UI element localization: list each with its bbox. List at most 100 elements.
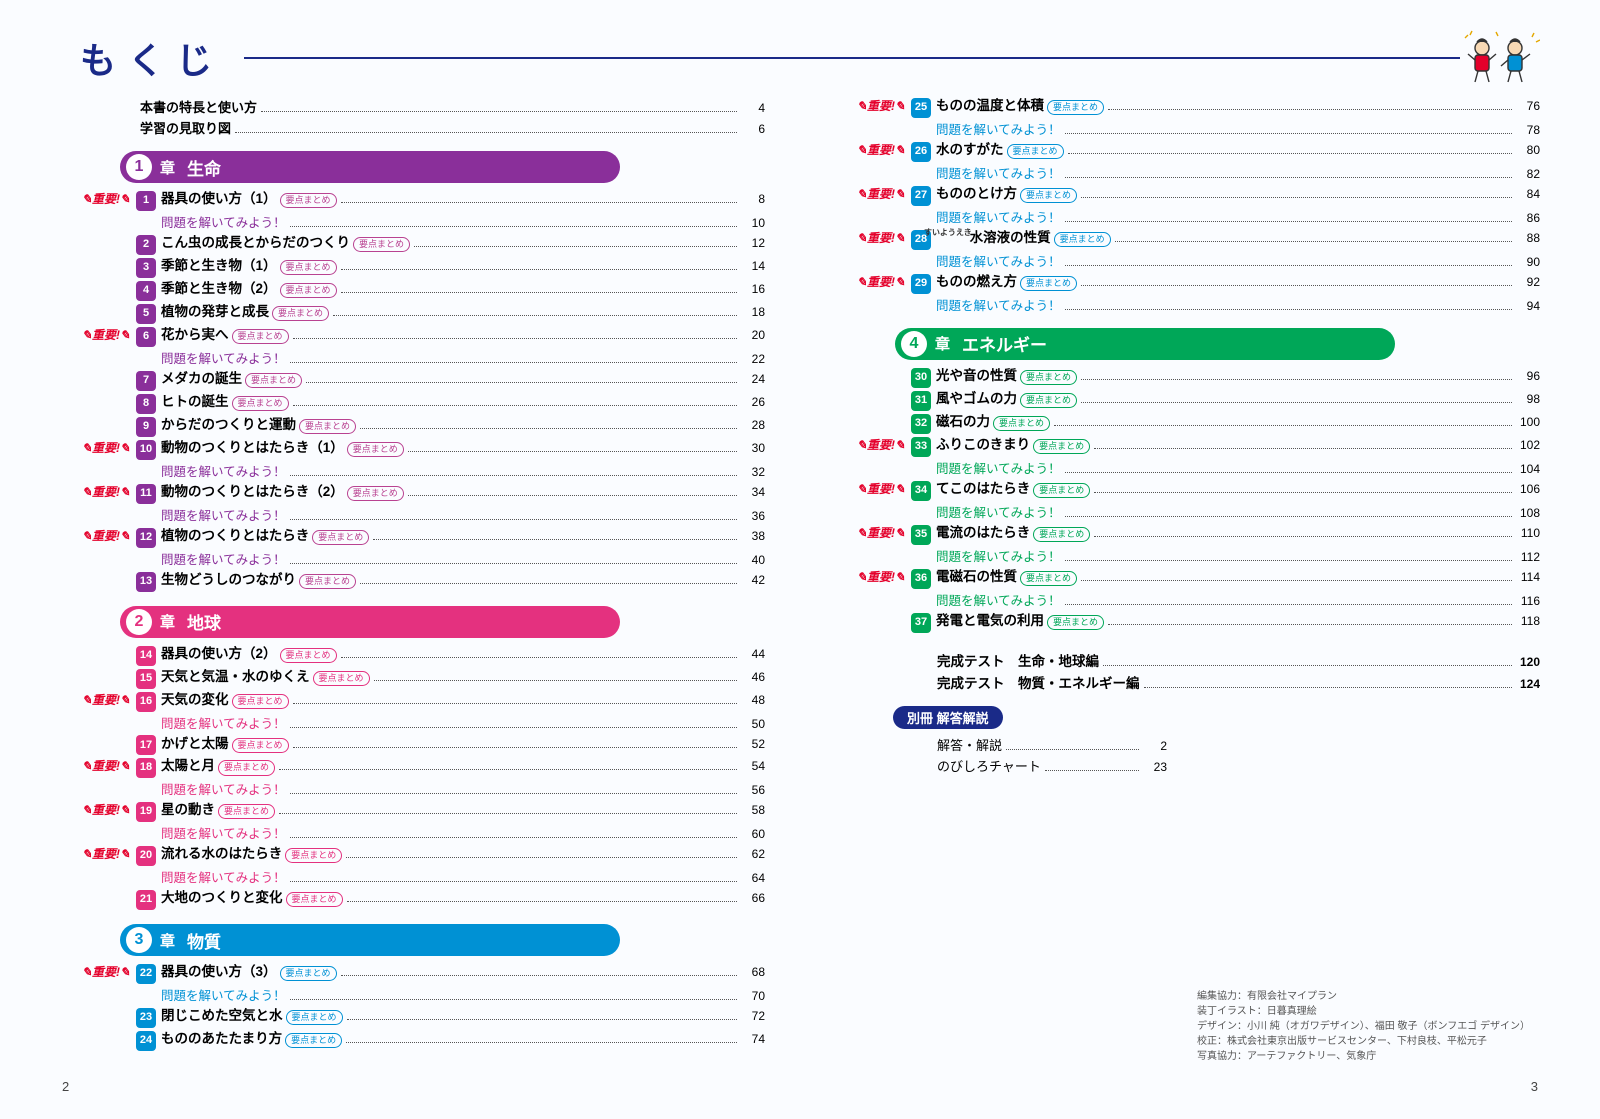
summary-badge: 要点まとめ <box>245 373 302 388</box>
summary-badge: 要点まとめ <box>1020 370 1077 385</box>
appendix-label: 解答・解説 <box>937 735 1002 754</box>
credit-line: 編集協力：有限会社マイプラン <box>1197 989 1530 1004</box>
summary-badge: 要点まとめ <box>286 892 343 907</box>
lesson-number: 11 <box>136 484 156 504</box>
lesson-number: 21 <box>136 890 156 910</box>
summary-badge: 要点まとめ <box>232 738 289 753</box>
summary-badge: 要点まとめ <box>1054 232 1111 247</box>
page-number: 6 <box>741 122 765 136</box>
summary-badge: 要点まとめ <box>1020 393 1077 408</box>
credit-line: デザイン：小川 純（オガワデザイン）、福田 敬子（ボンフエゴ デザイン） <box>1197 1019 1530 1034</box>
lesson-number: 12 <box>136 528 156 548</box>
summary-badge: 要点まとめ <box>286 1010 343 1025</box>
lesson-number: 15 <box>136 669 156 689</box>
summary-badge: 要点まとめ <box>232 329 289 344</box>
summary-badge: 要点まとめ <box>280 283 337 298</box>
chapter-header: 1章生命 <box>120 151 620 183</box>
lesson-title: 電磁石の性質 <box>936 567 1017 587</box>
summary-badge: 要点まとめ <box>1020 188 1077 203</box>
summary-badge: 要点まとめ <box>1033 483 1090 498</box>
practice-label: 問題を解いてみよう！ <box>936 207 1061 226</box>
page-number: 40 <box>741 553 765 567</box>
page-number: 94 <box>1516 299 1540 313</box>
chapter-kanji: 章 <box>160 611 175 632</box>
important-flag: ✎重要!✎ <box>82 803 130 817</box>
page-number: 66 <box>741 890 765 907</box>
page-number: 28 <box>741 417 765 434</box>
summary-badge: 要点まとめ <box>347 442 404 457</box>
page-number: 96 <box>1516 368 1540 385</box>
lesson-number: 3 <box>136 258 156 278</box>
chapter-number: 4 <box>901 331 927 357</box>
lesson-title: 閉じこめた空気と水 <box>161 1006 283 1026</box>
summary-badge: 要点まとめ <box>347 486 404 501</box>
lesson-title: 電流のはたらき <box>936 523 1030 543</box>
page-number: 110 <box>1516 525 1540 542</box>
important-flag: ✎重要!✎ <box>857 482 905 496</box>
lesson-title: 季節と生き物（1） <box>161 256 277 276</box>
page-number: 2 <box>1143 739 1167 753</box>
page-number: 20 <box>741 327 765 344</box>
chapter-number: 3 <box>126 927 152 953</box>
test-label: 完成テスト 物質・エネルギー編 <box>937 672 1140 692</box>
summary-badge: 要点まとめ <box>218 804 275 819</box>
page-number: 68 <box>741 964 765 981</box>
practice-label: 問題を解いてみよう！ <box>936 119 1061 138</box>
lesson-number: 10 <box>136 440 156 460</box>
summary-badge: 要点まとめ <box>280 193 337 208</box>
practice-label: 問題を解いてみよう！ <box>936 546 1061 565</box>
practice-label: 問題を解いてみよう！ <box>936 163 1061 182</box>
lesson-number: 19 <box>136 802 156 822</box>
lesson-title: ものの燃え方 <box>936 272 1017 292</box>
important-flag: ✎重要!✎ <box>82 529 130 543</box>
lesson-title: 動物のつくりとはたらき（2） <box>161 482 344 502</box>
lesson-number: 27 <box>911 186 931 206</box>
page-number-left: 2 <box>62 1079 69 1094</box>
lesson-title: 水のすがた <box>936 140 1004 160</box>
important-flag: ✎重要!✎ <box>857 570 905 584</box>
lesson-title: 生物どうしのつながり <box>161 570 296 590</box>
summary-badge: 要点まとめ <box>285 848 342 863</box>
lesson-title: 天気と気温・水のゆくえ <box>161 667 310 687</box>
page-number: 30 <box>741 440 765 457</box>
lesson-title: 季節と生き物（2） <box>161 279 277 299</box>
summary-badge: 要点まとめ <box>1033 439 1090 454</box>
lesson-number: 1 <box>136 191 156 211</box>
chapter-header: 4章エネルギー <box>895 328 1395 360</box>
lesson-title: ヒトの誕生 <box>161 392 229 412</box>
lesson-number: 14 <box>136 646 156 666</box>
chapter-name: 物質 <box>187 928 221 953</box>
important-flag: ✎重要!✎ <box>857 526 905 540</box>
important-flag: ✎重要!✎ <box>82 485 130 499</box>
summary-badge: 要点まとめ <box>1020 571 1077 586</box>
important-flag: ✎重要!✎ <box>857 438 905 452</box>
page-number: 74 <box>741 1031 765 1048</box>
page-number: 23 <box>1143 760 1167 774</box>
page-number: 104 <box>1516 462 1540 476</box>
page-number: 88 <box>1516 230 1540 247</box>
page-number: 50 <box>741 717 765 731</box>
practice-label: 問題を解いてみよう！ <box>936 502 1061 521</box>
practice-label: 問題を解いてみよう！ <box>161 867 286 886</box>
page-title: もくじ <box>80 32 224 84</box>
lesson-number: 37 <box>911 613 931 633</box>
credit-line: 写真協力：アーテファクトリー、気象庁 <box>1197 1049 1530 1064</box>
practice-label: 問題を解いてみよう！ <box>161 348 286 367</box>
lesson-title: 器具の使い方（2） <box>161 644 277 664</box>
lesson-number: 26 <box>911 142 931 162</box>
summary-badge: 要点まとめ <box>1007 144 1064 159</box>
page-number: 124 <box>1516 677 1540 691</box>
lesson-title: 天気の変化 <box>161 690 229 710</box>
page-number: 112 <box>1516 550 1540 564</box>
important-flag: ✎重要!✎ <box>82 328 130 342</box>
lesson-title: 器具の使い方（1） <box>161 189 277 209</box>
page-number: 108 <box>1516 506 1540 520</box>
lesson-number: 29 <box>911 274 931 294</box>
important-flag: ✎重要!✎ <box>82 192 130 206</box>
lesson-number: 7 <box>136 371 156 391</box>
important-flag: ✎重要!✎ <box>857 99 905 113</box>
credits-block: 編集協力：有限会社マイプラン装丁イラスト：日暮真理絵デザイン：小川 純（オガワデ… <box>1197 989 1530 1064</box>
summary-badge: 要点まとめ <box>299 574 356 589</box>
lesson-title: すいようえき水溶液の性質 <box>936 228 1051 248</box>
page-number: 98 <box>1516 391 1540 408</box>
